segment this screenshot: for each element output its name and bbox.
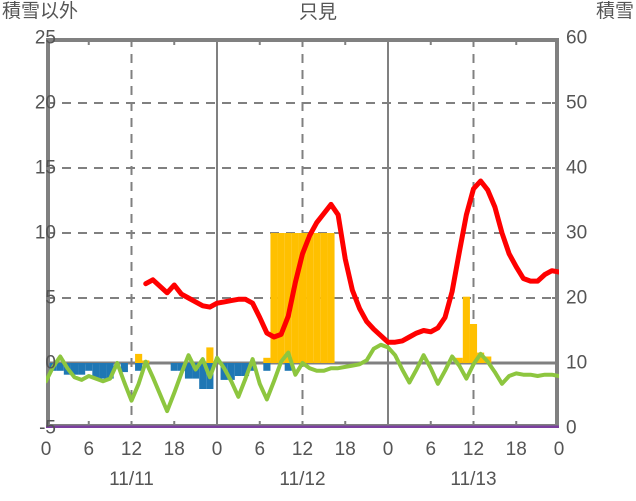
left-axis-tick-label: 5 [45, 287, 56, 309]
x-axis-date-label: 11/11 [109, 469, 154, 490]
snowfall-bar [135, 363, 143, 371]
left-axis-tick-label: 25 [34, 27, 56, 49]
x-axis-tick-label: 0 [553, 439, 565, 460]
precipitation-bar [462, 296, 470, 363]
snowfall-bar [99, 363, 107, 379]
snowfall-bar [70, 363, 79, 375]
precipitation-bar [455, 357, 463, 363]
right-axis-tick-label: 60 [566, 27, 588, 49]
precipitation-bar [469, 324, 478, 363]
chart-canvas [46, 38, 559, 428]
snowfall-bar [85, 363, 93, 371]
snowfall-bar [78, 363, 86, 375]
right-axis-tick-label: 30 [566, 222, 588, 244]
snowfall-bar [234, 363, 242, 376]
x-axis-date-label: 11/12 [279, 469, 326, 490]
left-axis-unit-label: 積雪以外 [2, 1, 79, 22]
precipitation-bar [135, 353, 143, 363]
x-axis-tick-label: 12 [462, 439, 485, 460]
x-axis-tick-label: 12 [120, 439, 143, 460]
snowfall-bar [92, 363, 100, 379]
precipitation-bar [263, 357, 271, 363]
precipitation-bar [327, 233, 335, 363]
precipitation-bar [298, 233, 307, 363]
x-axis-tick-label: 0 [382, 439, 394, 460]
snowfall-bar [249, 363, 257, 371]
snowfall-bar [227, 363, 235, 380]
precipitation-bar [306, 233, 314, 363]
precipitation-bar [284, 233, 292, 363]
precipitation-bar [477, 352, 485, 363]
snowfall-bar [199, 363, 207, 389]
precipitation-bar [206, 347, 214, 363]
left-axis-tick-label: 10 [34, 222, 56, 244]
x-axis-tick-label: 0 [40, 439, 52, 460]
x-axis-tick-label: 18 [505, 439, 527, 460]
x-axis-tick-label: 6 [425, 439, 437, 460]
x-axis-tick-label: 18 [334, 439, 356, 460]
left-axis-tick-label: 20 [34, 92, 56, 114]
x-axis-tick-label: 6 [83, 439, 95, 460]
right-axis-tick-label: 10 [566, 352, 588, 374]
right-axis-unit-label: 積雪 [595, 1, 634, 22]
right-axis-tick-label: 0 [566, 417, 577, 439]
snowfall-bar [241, 363, 250, 376]
wind-line [46, 342, 559, 414]
precipitation-bar [320, 233, 328, 363]
left-axis-tick-label: -5 [39, 417, 56, 439]
x-axis-tick-label: 6 [254, 439, 266, 460]
x-axis-date-label: 11/13 [450, 469, 497, 490]
right-axis-tick-label: 20 [566, 287, 588, 309]
snowfall-bar [106, 363, 114, 379]
left-axis-tick-label: 0 [45, 352, 56, 374]
snowfall-bar [120, 363, 128, 373]
snowfall-bar [177, 363, 185, 371]
x-axis-tick-label: 0 [211, 439, 223, 460]
snowfall-bar [284, 363, 292, 371]
temperature-line [143, 178, 559, 345]
snowfall-bar [170, 363, 178, 371]
left-axis-tick-label: 15 [34, 157, 56, 179]
chart-title: 只見 [298, 2, 337, 23]
right-axis-tick-label: 50 [566, 92, 588, 114]
snowfall-bar [56, 363, 64, 371]
precipitation-bar [291, 233, 299, 363]
precipitation-bar [270, 233, 278, 363]
x-axis-tick-label: 12 [291, 439, 314, 460]
snowfall-bar [263, 363, 271, 371]
precipitation-bar [277, 233, 285, 363]
precipitation-bar [313, 233, 321, 363]
x-axis-tick-label: 18 [163, 439, 185, 460]
right-axis-tick-label: 40 [566, 157, 588, 179]
snowfall-bar [184, 363, 193, 379]
